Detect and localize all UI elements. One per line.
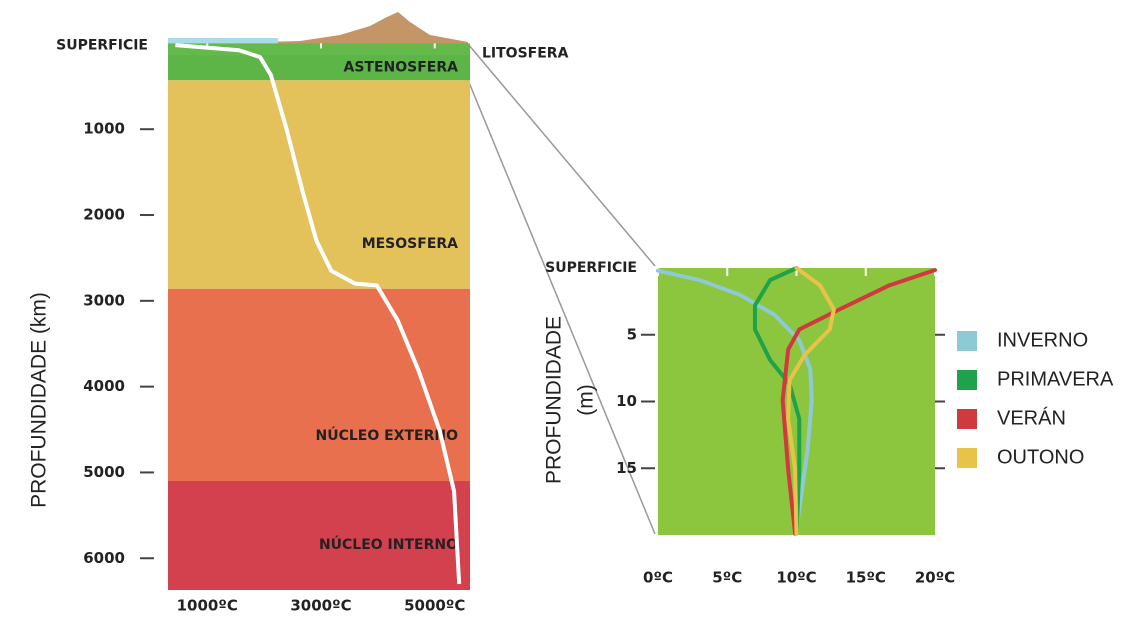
y-axis-label: PROFUNDIDADE <box>543 316 566 484</box>
y-tick-label: 5 <box>627 325 637 343</box>
layer-label: NÚCLEO EXTERNO <box>316 426 459 444</box>
layer-label: ASTENOSFERA <box>344 60 459 76</box>
legend-label: PRIMAVERA <box>997 368 1114 390</box>
layer <box>168 80 470 289</box>
layer-label: MESOSFERA <box>362 236 458 252</box>
y-tick-label: 1000 <box>83 120 125 138</box>
legend-swatch <box>957 409 977 429</box>
x-tick-label: 0ºC <box>643 569 673 587</box>
y-tick-label: 6000 <box>83 549 125 567</box>
y-axis-label: PROFUNDIDADE (km) <box>28 292 51 508</box>
y-tick-label: 4000 <box>83 377 125 395</box>
y-tick-label: 3000 <box>83 291 125 309</box>
x-tick-label: 20ºC <box>915 569 955 587</box>
x-tick-label: 5ºC <box>712 569 742 587</box>
legend-label: INVERNO <box>997 329 1088 351</box>
y-axis-label: (m) <box>575 384 598 415</box>
layer-label: LITOSFERA <box>482 45 569 61</box>
surface-label: SUPERFICIE <box>545 260 637 276</box>
legend-swatch <box>957 448 977 468</box>
y-tick-label: 15 <box>616 459 637 477</box>
legend-label: OUTONO <box>997 446 1084 468</box>
layer <box>168 481 470 590</box>
y-tick-label: 2000 <box>83 206 125 224</box>
legend-swatch <box>957 331 977 351</box>
y-tick-label: 5000 <box>83 463 125 481</box>
page: LITOSFERA ASTENOSFERA MESOSFERA NÚCLEO EXTE… <box>0 0 1138 625</box>
connector <box>468 44 655 266</box>
surface-label: SUPERFICIE <box>56 37 148 53</box>
x-tick-label: 1000ºC <box>177 597 238 615</box>
x-tick-label: 5000ºC <box>404 597 465 615</box>
legend-swatch <box>957 370 977 390</box>
y-tick-label: 10 <box>616 392 637 410</box>
x-tick-label: 10ºC <box>776 569 816 587</box>
legend-label: VERÁN <box>997 406 1066 429</box>
x-tick-label: 15ºC <box>846 569 886 587</box>
x-tick-label: 3000ºC <box>290 597 351 615</box>
layer-label: NÚCLEO INTERNO <box>319 535 458 553</box>
